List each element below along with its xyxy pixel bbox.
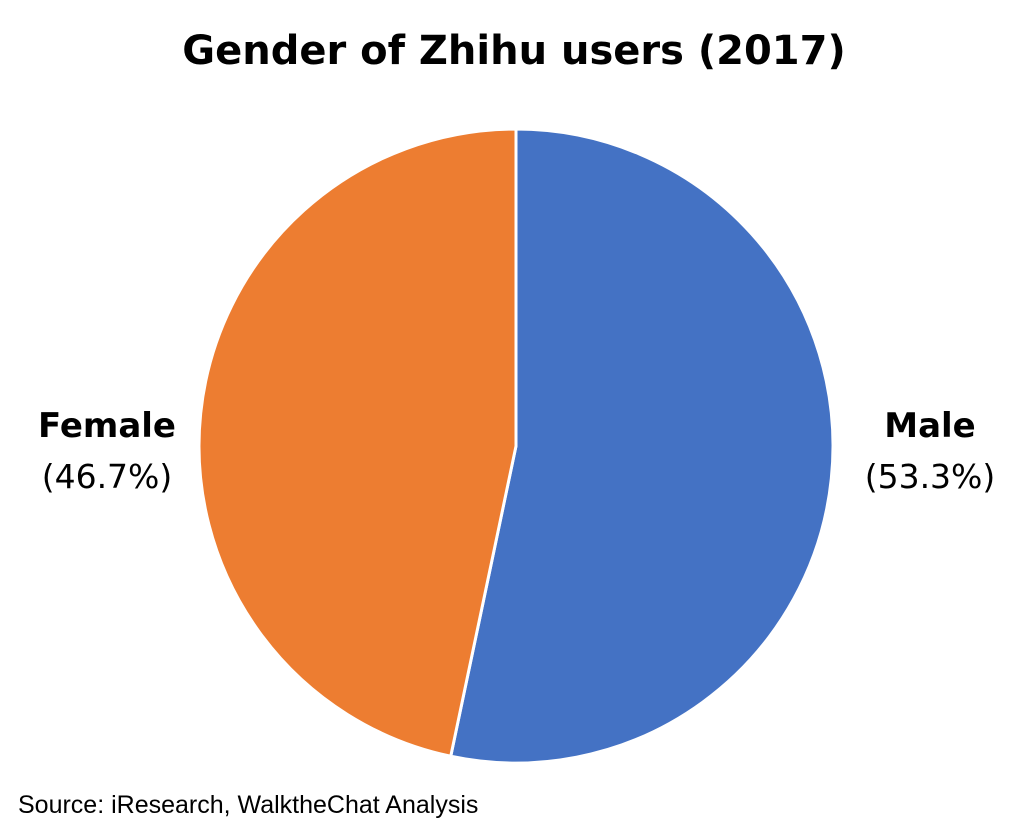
label-female-name: Female — [38, 406, 176, 446]
label-male-name: Male — [884, 406, 976, 446]
pie-slices — [197, 127, 835, 765]
pie-slice-male — [449, 127, 835, 765]
chart-title: Gender of Zhihu users (2017) — [182, 28, 846, 74]
pie-slice-female — [197, 127, 518, 758]
label-female-value: (46.7%) — [42, 457, 173, 496]
label-male-value: (53.3%) — [865, 457, 996, 496]
source-note: Source: iResearch, WalktheChat Analysis — [18, 791, 478, 819]
